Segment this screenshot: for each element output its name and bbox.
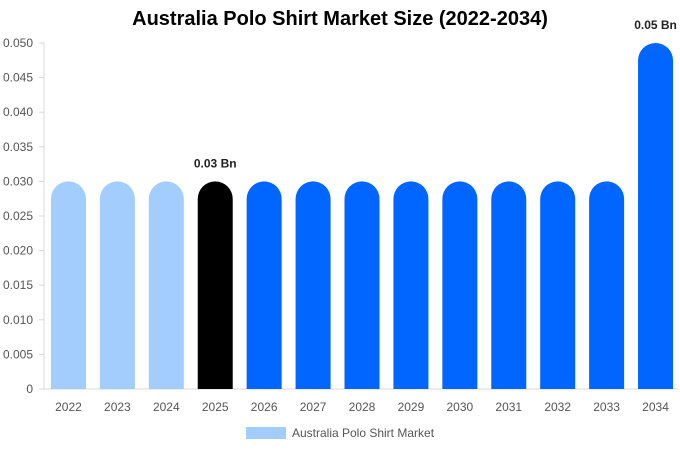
y-tick-label: 0.045 (3, 71, 33, 85)
x-tick-label: 2027 (300, 400, 327, 414)
labels: 0.03 Bn 0.05 Bn (194, 18, 677, 170)
bar-2028 (344, 181, 380, 389)
y-tick-label: 0 (26, 382, 33, 396)
bar-2031 (491, 181, 527, 389)
y-tick-label: 0.005 (3, 347, 33, 361)
data-label-2025: 0.03 Bn (194, 156, 237, 170)
bar-2033 (589, 181, 625, 389)
bars (50, 43, 674, 389)
bar-2029 (393, 181, 429, 389)
bar-2034 (638, 43, 674, 389)
y-tick-label: 0.025 (3, 209, 33, 223)
x-tick-label: 2028 (349, 400, 376, 414)
y-tick-label: 0.040 (3, 105, 33, 119)
axes: 0 0.005 0.010 0.015 0.020 0.025 0.030 0.035 0.04… (3, 36, 678, 414)
data-label-2034: 0.05 Bn (634, 18, 677, 32)
bar-2025 (197, 181, 233, 389)
x-tick-label: 2031 (495, 400, 522, 414)
y-tick-label: 0.015 (3, 278, 33, 292)
legend-label: Australia Polo Shirt Market (291, 426, 435, 440)
bar-2030 (442, 181, 478, 389)
bar-2027 (295, 181, 331, 389)
legend: Australia Polo Shirt Market (0, 426, 680, 440)
y-tick-label: 0.050 (3, 36, 33, 50)
bar-2032 (540, 181, 576, 389)
x-tick-label: 2026 (251, 400, 278, 414)
chart-title: Australia Polo Shirt Market Size (2022-2… (132, 8, 548, 30)
x-tick-label: 2025 (202, 400, 229, 414)
y-tick-label: 0.035 (3, 140, 33, 154)
x-tick-label: 2033 (593, 400, 620, 414)
x-tick-label: 2022 (55, 400, 82, 414)
y-tick-label: 0.020 (3, 244, 33, 258)
y-tick-label: 0.030 (3, 174, 33, 188)
bar-2022 (50, 181, 86, 389)
x-tick-label: 2029 (398, 400, 425, 414)
y-tick-label: 0.010 (3, 313, 33, 327)
x-tick-label: 2030 (446, 400, 473, 414)
legend-swatch (245, 427, 286, 439)
bar-2026 (246, 181, 282, 389)
bar-2024 (148, 181, 184, 389)
bar-2023 (99, 181, 135, 389)
x-tick-label: 2034 (642, 400, 669, 414)
x-tick-label: 2023 (104, 400, 131, 414)
x-tick-label: 2024 (153, 400, 180, 414)
x-tick-label: 2032 (544, 400, 571, 414)
